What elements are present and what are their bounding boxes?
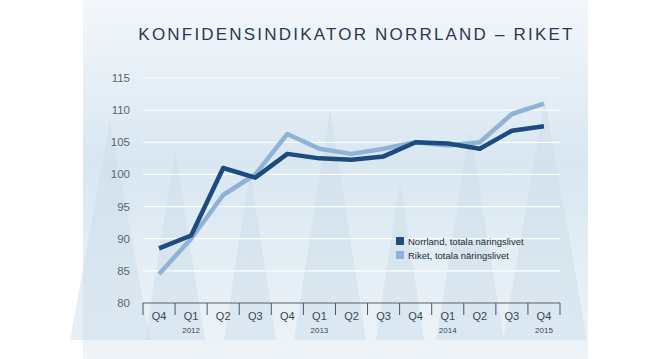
chart-svg: KONFIDENSINDIKATOR NORRLAND – RIKET 80 85 9… bbox=[0, 0, 672, 359]
y-tick-label: 110 bbox=[112, 104, 130, 116]
x-tick-mark bbox=[143, 303, 144, 315]
tree-decoration bbox=[294, 110, 366, 340]
y-tick-label: 80 bbox=[117, 297, 130, 309]
x-tick-mark bbox=[175, 303, 176, 315]
y-tick-label: 105 bbox=[111, 136, 130, 148]
x-axis-line bbox=[143, 302, 560, 303]
x-tick-label: Q1 bbox=[440, 310, 455, 322]
x-group-label: 2015 bbox=[535, 326, 553, 335]
x-tick-label: Q2 bbox=[472, 310, 487, 322]
grid-line bbox=[143, 302, 560, 303]
background bbox=[83, 0, 588, 359]
plot-marks bbox=[159, 104, 544, 274]
x-tick-mark bbox=[527, 303, 528, 315]
x-tick-mark bbox=[463, 303, 464, 315]
grid-line bbox=[143, 77, 560, 78]
x-tick-mark bbox=[399, 303, 400, 315]
y-tick-label: 90 bbox=[117, 233, 130, 245]
x-tick-mark bbox=[431, 303, 432, 315]
grid-line bbox=[143, 110, 560, 111]
y-tick-label: 115 bbox=[112, 72, 130, 84]
series-line bbox=[159, 126, 544, 248]
x-group-label: 2014 bbox=[439, 326, 457, 335]
x-tick-label: Q4 bbox=[408, 310, 423, 322]
x-tick-label: Q4 bbox=[537, 310, 552, 322]
series-line bbox=[159, 104, 544, 274]
x-tick-label: Q4 bbox=[152, 310, 167, 322]
tree-decoration bbox=[503, 100, 587, 340]
x-tick-label: Q1 bbox=[312, 310, 327, 322]
x-tick-mark bbox=[303, 303, 304, 315]
grid-line bbox=[143, 142, 560, 143]
x-tick-mark bbox=[560, 303, 561, 315]
x-tick-mark bbox=[495, 303, 496, 315]
x-tick-label: Q1 bbox=[184, 310, 199, 322]
tree-decoration bbox=[70, 120, 150, 340]
grid-line bbox=[143, 270, 560, 271]
x-tick-label: Q3 bbox=[376, 310, 391, 322]
x-tick-label: Q3 bbox=[248, 310, 263, 322]
x-tick-label: Q3 bbox=[505, 310, 520, 322]
x-group-label: 2013 bbox=[311, 326, 329, 335]
x-tick-mark bbox=[335, 303, 336, 315]
legend-swatch bbox=[396, 237, 404, 245]
x-tick-label: Q4 bbox=[280, 310, 295, 322]
legend-swatch bbox=[396, 251, 404, 259]
tree-decoration bbox=[145, 150, 205, 340]
x-group-label: 2012 bbox=[182, 326, 200, 335]
grid-line bbox=[143, 174, 560, 175]
x-tick-mark bbox=[239, 303, 240, 315]
x-tick-mark bbox=[271, 303, 272, 315]
x-tick-mark bbox=[367, 303, 368, 315]
x-tick-label: Q2 bbox=[344, 310, 359, 322]
x-tick-mark bbox=[207, 303, 208, 315]
legend-label: Norrland, totala näringslivet bbox=[408, 236, 524, 247]
x-tick-label: Q2 bbox=[216, 310, 231, 322]
y-tick-label: 85 bbox=[117, 265, 130, 277]
legend-label: Riket, totala näringslivet bbox=[408, 250, 509, 261]
tree-decoration bbox=[224, 170, 276, 340]
tree-decoration bbox=[436, 130, 504, 340]
y-tick-label: 95 bbox=[117, 201, 130, 213]
y-tick-label: 100 bbox=[111, 168, 130, 180]
chart-container: KONFIDENSINDIKATOR NORRLAND – RIKET 80 85 9… bbox=[0, 0, 672, 359]
title: KONFIDENSINDIKATOR NORRLAND – RIKET bbox=[138, 25, 574, 44]
